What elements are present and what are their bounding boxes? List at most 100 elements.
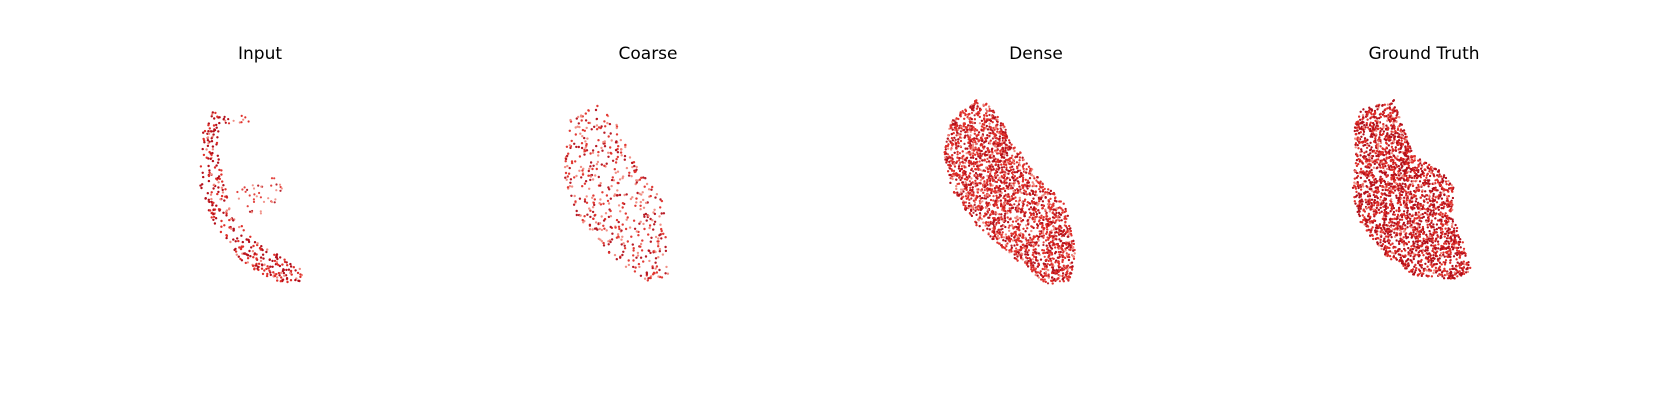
point [967,138,970,141]
point [1006,199,1009,202]
point [657,245,660,248]
point [988,105,991,108]
point [1034,273,1037,277]
point [1010,244,1013,247]
point [615,126,618,130]
point [1018,159,1021,162]
point [976,129,979,132]
point [996,234,1000,237]
point [616,189,619,192]
point [1018,229,1021,232]
point [1022,178,1025,181]
point [1038,230,1041,233]
point [1032,197,1035,200]
point [251,184,254,187]
point [217,186,220,189]
point [592,201,596,205]
point [977,167,980,170]
point [1022,210,1025,213]
point [995,218,998,221]
point [1017,254,1020,257]
point [255,253,258,256]
point [222,184,225,187]
point [984,169,987,173]
point [971,145,974,148]
point [1061,260,1064,263]
point [1004,143,1007,146]
point [944,156,947,159]
point [623,247,627,250]
point [259,259,263,263]
point [1008,251,1011,254]
point [262,200,266,203]
point [266,265,269,268]
point [965,186,968,189]
point [275,183,278,186]
point [993,217,996,220]
point [620,238,623,241]
point [1028,177,1032,180]
point [967,183,970,186]
point [261,264,264,267]
point [966,147,969,150]
point [970,206,973,209]
panel-dense: Dense [846,0,1226,419]
point [633,270,637,273]
point [992,155,995,158]
point [967,191,970,194]
point [996,149,999,152]
point [618,178,622,181]
point [991,165,994,168]
point [1042,234,1045,237]
point [587,174,590,177]
point [657,237,660,240]
point [949,124,952,128]
point [570,185,574,188]
point [1033,243,1036,246]
point [986,211,990,214]
point [1052,208,1055,211]
point [968,180,971,183]
point [972,148,975,151]
point [1016,153,1019,156]
point [986,136,989,140]
point [996,170,999,174]
point [985,187,988,190]
point [1045,212,1048,215]
point [1044,263,1047,266]
point [1029,202,1032,205]
point [974,209,977,212]
point [620,229,623,232]
point [958,163,962,166]
point [959,133,962,136]
point [1056,218,1059,221]
point [988,107,991,111]
point [602,244,606,247]
point [1052,202,1055,205]
point [653,220,657,223]
point [1071,265,1074,268]
point [210,130,213,133]
point [584,140,587,143]
point [244,261,247,265]
point [278,264,282,268]
point [1030,244,1033,247]
point [978,216,981,219]
point [993,156,996,159]
point [616,155,619,159]
point [1004,133,1007,136]
point [1055,211,1058,215]
point [966,128,969,131]
point [988,194,991,197]
point [1048,254,1051,257]
point [604,212,608,215]
point [273,201,276,204]
point [596,160,600,164]
point [1019,245,1022,248]
point [1017,226,1020,229]
point [631,243,634,246]
point [610,184,613,188]
point [597,139,600,142]
point [1065,275,1068,278]
point [635,230,638,233]
